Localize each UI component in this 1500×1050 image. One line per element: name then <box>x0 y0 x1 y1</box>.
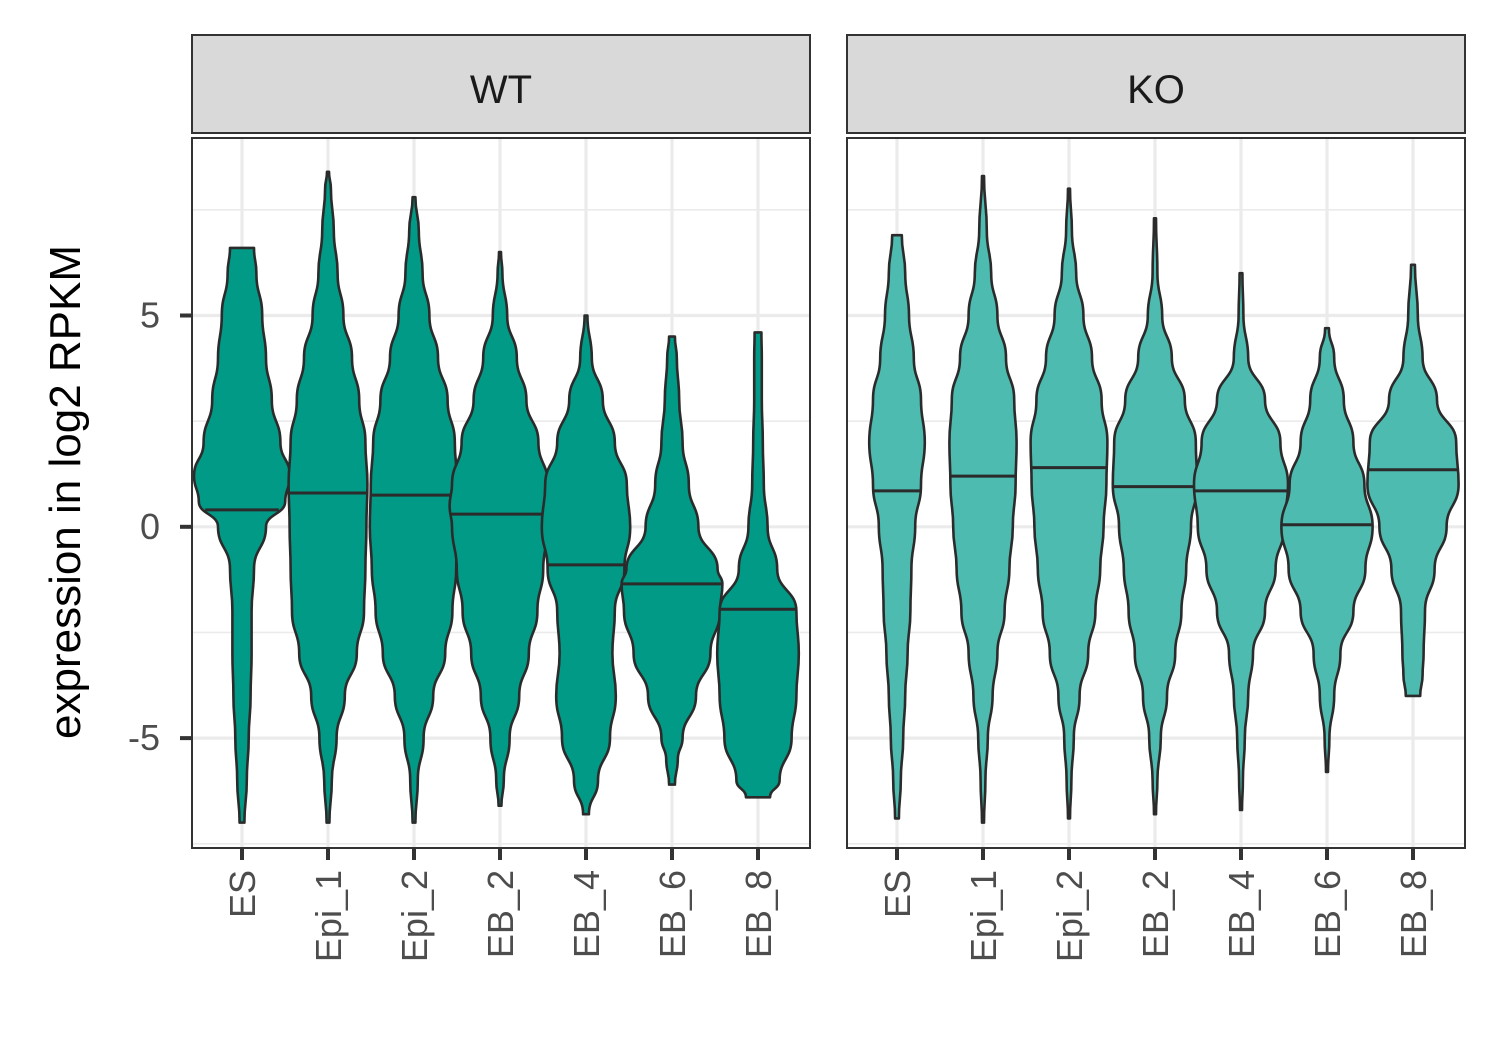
violin-es <box>867 233 927 820</box>
x-tick-label: Epi_1 <box>308 870 349 962</box>
violin-epi-1 <box>287 170 369 824</box>
y-tick-label: 5 <box>140 295 160 336</box>
x-tick-label: EB_6 <box>652 870 693 958</box>
x-tick-label: Epi_2 <box>394 870 435 962</box>
panel-wt: WT ES Epi_1 Epi_2 EB_2 EB_4 EB_6 EB_8 <box>191 34 811 962</box>
violin-epi-2 <box>1029 187 1109 820</box>
x-tick-label: Epi_2 <box>1049 870 1090 962</box>
violin-eb-6 <box>1280 326 1374 774</box>
y-tick-label: -5 <box>128 717 160 758</box>
violin-eb-6 <box>620 335 724 786</box>
x-tick-label: EB_6 <box>1307 870 1348 958</box>
panels-layer: 5 0 -5 WT ES Epi_1 Epi_2 EB_2 EB_4 EB_6 EB_8 KO ES Ep… <box>128 34 1466 962</box>
x-tick-label: EB_8 <box>738 870 779 958</box>
x-tick-label: ES <box>877 870 918 918</box>
strip-label: WT <box>470 68 532 112</box>
y-axis-title: expression in log2 RPKM <box>41 245 90 739</box>
violin-eb-2 <box>1111 217 1199 816</box>
violin-eb-8 <box>715 331 801 799</box>
x-tick-label: EB_8 <box>1393 870 1434 958</box>
violin-eb-8 <box>1366 263 1460 698</box>
strip-label: KO <box>1127 68 1185 112</box>
x-tick-label: Epi_1 <box>963 870 1004 962</box>
violin-eb-4 <box>1192 271 1290 812</box>
x-tick-label: EB_4 <box>1221 870 1262 958</box>
panel-ko: KO ES Epi_1 Epi_2 EB_2 EB_4 EB_6 EB_8 <box>846 34 1466 962</box>
strip-background <box>191 34 811 134</box>
strip-background <box>846 34 1466 134</box>
x-tick-label: ES <box>222 870 263 918</box>
violin-epi-1 <box>948 174 1018 824</box>
x-tick-label: EB_2 <box>1135 870 1176 958</box>
y-tick-label: 0 <box>140 506 160 547</box>
violin-epi-2 <box>368 195 460 824</box>
violin-es <box>192 246 292 824</box>
violin-eb-2 <box>448 250 552 807</box>
x-tick-label: EB_2 <box>480 870 521 958</box>
x-tick-label: EB_4 <box>566 870 607 958</box>
